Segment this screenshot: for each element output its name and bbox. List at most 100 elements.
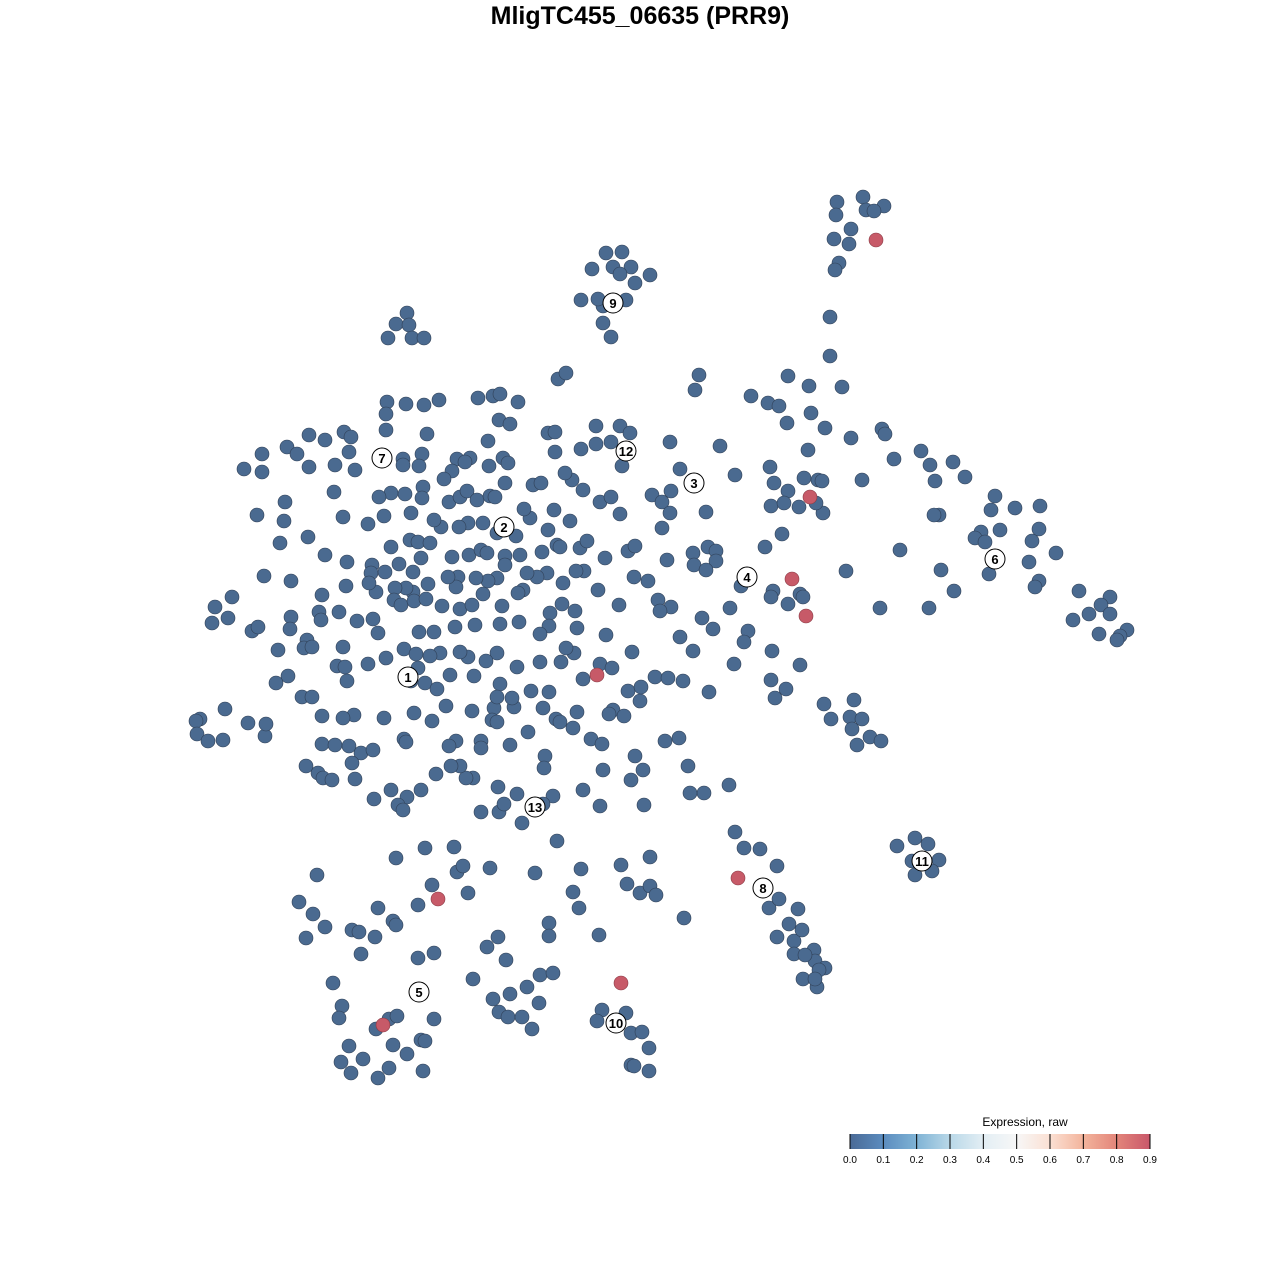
data-point [440, 569, 456, 585]
data-point [410, 950, 426, 966]
data-point [460, 885, 476, 901]
data-point [341, 1038, 357, 1054]
data-point [1021, 554, 1037, 570]
data-point [272, 535, 288, 551]
data-point [977, 534, 993, 550]
data-point [339, 673, 355, 689]
data-point [378, 650, 394, 666]
data-point [301, 459, 317, 475]
data-point [626, 569, 642, 585]
data-point [854, 711, 870, 727]
data-point [317, 547, 333, 563]
data-point [647, 669, 663, 685]
data-point [536, 760, 552, 776]
data-point [575, 671, 591, 687]
data-point [361, 575, 377, 591]
cluster-label-badge [524, 796, 546, 818]
data-point [405, 564, 421, 580]
data-point [691, 367, 707, 383]
data-point [705, 621, 721, 637]
data-point-expressed [375, 1017, 391, 1033]
data-point [612, 266, 628, 282]
data-point [877, 426, 893, 442]
data-point [388, 917, 404, 933]
data-point-expressed [589, 667, 605, 683]
data-point [490, 779, 506, 795]
data-point-expressed [613, 975, 629, 991]
data-point [426, 624, 442, 640]
data-point-expressed [868, 232, 884, 248]
cluster-label-badge [605, 1012, 627, 1034]
data-point [627, 748, 643, 764]
data-point [473, 804, 489, 820]
data-point [873, 733, 889, 749]
data-point [469, 492, 485, 508]
data-point [552, 539, 568, 555]
data-point [417, 1033, 433, 1049]
data-point [557, 465, 573, 481]
data-point [459, 483, 475, 499]
data-point [478, 653, 494, 669]
data-point [627, 275, 643, 291]
data-point [249, 507, 265, 523]
data-point [334, 998, 350, 1014]
data-point [531, 995, 547, 1011]
data-point [604, 660, 620, 676]
data-point [426, 1011, 442, 1027]
data-point [331, 604, 347, 620]
data-point [479, 939, 495, 955]
data-point [397, 486, 413, 502]
data-point [634, 1024, 650, 1040]
data-point [803, 405, 819, 421]
legend-tick-label: 0.9 [1143, 1155, 1157, 1166]
data-point [464, 597, 480, 613]
data-point [722, 600, 738, 616]
data-point [331, 1010, 347, 1026]
data-point [291, 894, 307, 910]
cluster-label-text: 2 [500, 520, 507, 535]
data-point [654, 494, 670, 510]
legend-tick-label: 0.1 [876, 1155, 890, 1166]
data-point [620, 683, 636, 699]
data-point [489, 645, 505, 661]
data-point [468, 570, 484, 586]
data-point [465, 971, 481, 987]
data-point [594, 736, 610, 752]
data-point [926, 507, 942, 523]
data-point [921, 600, 937, 616]
data-point [442, 667, 458, 683]
data-point [886, 451, 902, 467]
data-point [389, 1008, 405, 1024]
data-point [500, 1009, 516, 1025]
data-point [414, 446, 430, 462]
data-point [654, 520, 670, 536]
data-point [497, 557, 513, 573]
data-point [842, 709, 858, 725]
data-point [448, 579, 464, 595]
data-point [846, 692, 862, 708]
data-point [527, 865, 543, 881]
data-point [419, 426, 435, 442]
data-point [635, 762, 651, 778]
data-point [774, 526, 790, 542]
legend-tick-label: 0.5 [1010, 1155, 1024, 1166]
data-point [829, 194, 845, 210]
data-point [595, 762, 611, 778]
data-point [603, 329, 619, 345]
data-point [470, 390, 486, 406]
data-point [913, 443, 929, 459]
data-point [502, 737, 518, 753]
data-point [814, 473, 830, 489]
data-point [520, 724, 536, 740]
data-point [598, 245, 614, 261]
data-point [822, 348, 838, 364]
data-point [946, 583, 962, 599]
data-point [349, 613, 365, 629]
data-point [487, 489, 503, 505]
cluster-label-text: 13 [528, 800, 542, 815]
data-point-expressed [430, 891, 446, 907]
data-point [485, 991, 501, 1007]
data-point [726, 656, 742, 672]
cluster-label-text: 9 [609, 296, 616, 311]
data-point [341, 738, 357, 754]
